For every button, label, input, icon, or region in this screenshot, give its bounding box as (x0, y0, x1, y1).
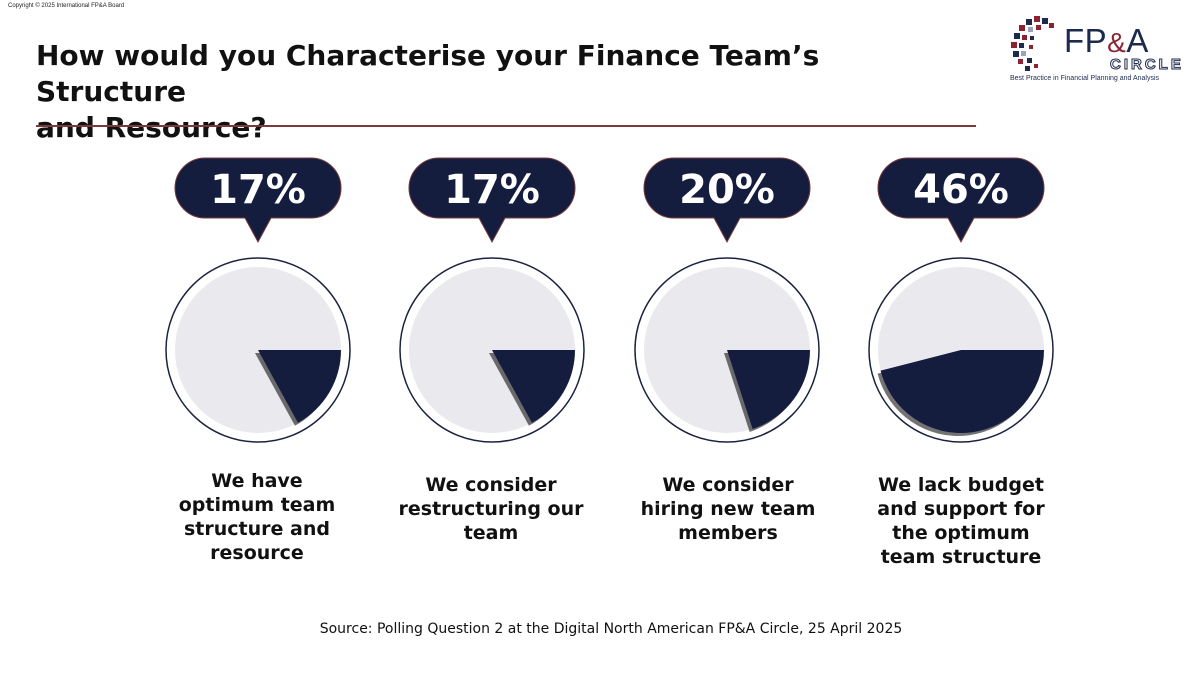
label-line: the optimum (892, 522, 1030, 544)
percent-callout-bubble (643, 157, 811, 244)
logo-a: A (1126, 22, 1149, 59)
page-title: How would you Characterise your Finance … (36, 38, 976, 146)
copyright-notice: Copyright © 2025 International FP&A Boar… (8, 3, 125, 9)
label-restructuring: We consider restructuring our team (396, 473, 586, 545)
label-line: We lack budget (878, 474, 1044, 496)
percent-value-label: 46% (913, 167, 1009, 213)
logo-mark-icon (1011, 16, 1054, 71)
label-line: optimum team (178, 494, 336, 516)
label-line: We consider (425, 474, 557, 496)
pie-slice (727, 350, 810, 429)
logo-fp: FP (1064, 22, 1108, 59)
label-optimum-structure: We have optimum team structure and resou… (162, 469, 352, 565)
percent-callout-bubble (174, 157, 342, 244)
title-divider (36, 125, 976, 127)
logo-ampersand: & (1107, 27, 1127, 58)
label-hiring: We consider hiring new team members (633, 473, 823, 545)
pie-slice (492, 350, 575, 423)
source-note: Source: Polling Question 2 at the Digita… (319, 621, 903, 637)
pie-slice (258, 350, 341, 423)
label-line: structure and (184, 518, 330, 540)
label-line: We have (211, 470, 303, 492)
label-line: team (463, 522, 519, 544)
label-line: We consider (662, 474, 794, 496)
pie-slice (880, 350, 1044, 433)
title-line-1: How would you Characterise your Finance … (36, 39, 820, 108)
fpa-circle-logo: FP&A CIRCLE Best Practice in Financial P… (1008, 14, 1181, 86)
label-lack-budget: We lack budget and support for the optim… (866, 473, 1056, 569)
label-line: hiring new team (640, 498, 816, 520)
label-line: members (678, 522, 778, 544)
label-line: resource (210, 542, 304, 564)
percent-value-label: 20% (679, 167, 775, 213)
logo-wordmark: FP&A (1064, 24, 1149, 60)
label-line: and support for (877, 498, 1045, 520)
label-line: team structure (880, 546, 1042, 568)
label-line: restructuring our (398, 498, 584, 520)
logo-tagline: Best Practice in Financial Planning and … (1010, 75, 1160, 82)
title-line-2: and Resource? (36, 111, 267, 144)
logo-circle-text: CIRCLE (1110, 56, 1184, 73)
percent-callout-bubble (877, 157, 1045, 244)
percent-value-label: 17% (210, 167, 306, 213)
percent-value-label: 17% (444, 167, 540, 213)
percent-callout-bubble (408, 157, 576, 244)
